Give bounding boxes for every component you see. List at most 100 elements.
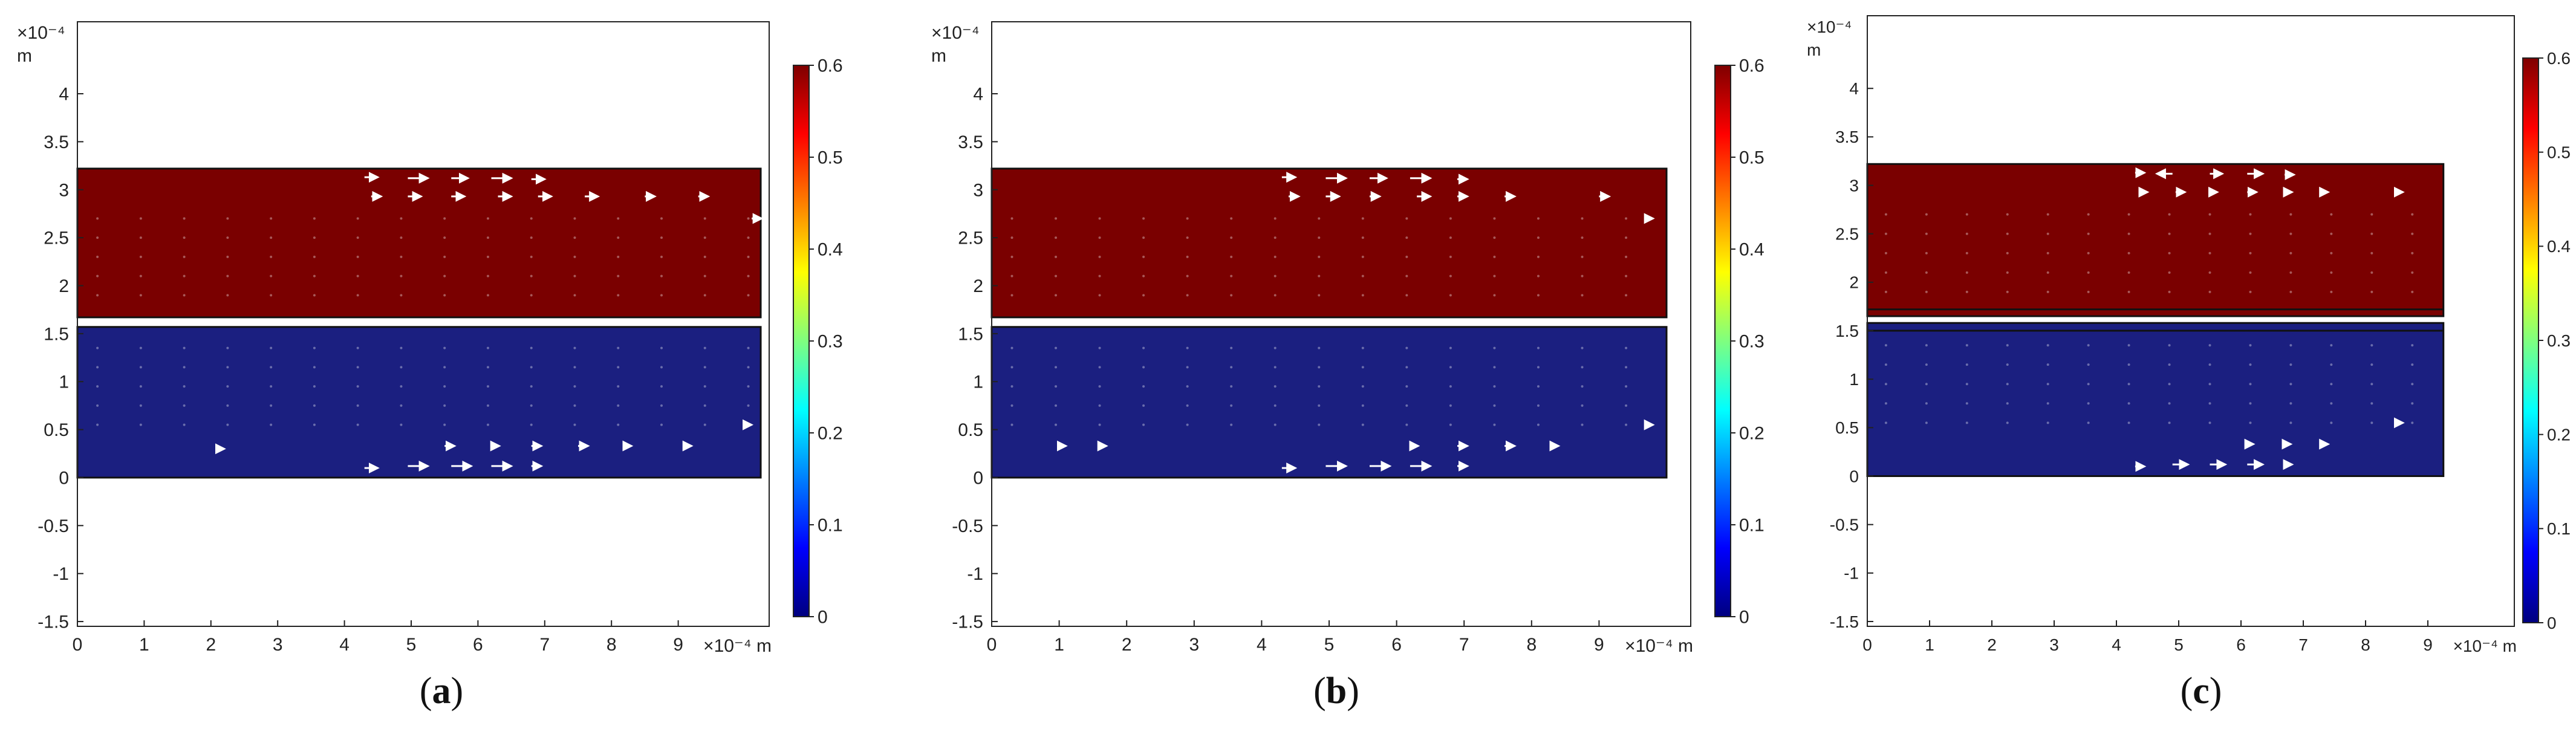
field-dot (443, 346, 446, 349)
field-dot (1230, 255, 1233, 258)
field-dot (1884, 363, 1887, 366)
field-dot (313, 255, 316, 258)
field-dot (1010, 294, 1013, 297)
region-lower (990, 326, 1668, 479)
y-tick-label: -1 (1844, 564, 1859, 583)
field-dot (1098, 274, 1101, 278)
field-dot (400, 255, 403, 258)
field-dot (2330, 363, 2333, 366)
y-unit-label-top: ×10⁻⁴ (17, 23, 65, 43)
colorbar-tick-label: 0.6 (2547, 49, 2571, 68)
field-dot (1925, 421, 1928, 424)
field-dot (1493, 236, 1496, 239)
field-dot (356, 404, 359, 407)
field-dot (703, 423, 706, 426)
field-dot (1625, 274, 1628, 278)
field-dot (2208, 290, 2211, 293)
field-dot (2411, 252, 2414, 255)
x-tick-label: 4 (2112, 635, 2121, 654)
field-dot (1965, 232, 1968, 235)
x-tick-label: 3 (2049, 635, 2059, 654)
field-dot (1965, 344, 1968, 347)
field-dot (573, 346, 576, 349)
y-tick-label: -0.5 (1830, 515, 1859, 534)
field-dot (183, 404, 186, 407)
field-dot (660, 423, 663, 426)
field-dot (2127, 213, 2130, 216)
field-dot (2330, 213, 2333, 216)
field-dot (1186, 274, 1189, 278)
field-dot (2370, 232, 2373, 235)
x-tick-label: 1 (139, 635, 149, 655)
field-dot (747, 236, 750, 239)
field-dot (139, 274, 142, 278)
field-dot (2370, 421, 2373, 424)
field-dot (660, 385, 663, 388)
field-dot (1925, 271, 1928, 274)
field-dot (1318, 236, 1321, 239)
field-dot (1965, 421, 1968, 424)
y-tick-label: -0.5 (37, 516, 69, 536)
field-dot (1581, 423, 1584, 426)
field-dot (2168, 290, 2171, 293)
field-dot (2006, 213, 2009, 216)
field-dot (1186, 366, 1189, 369)
field-dot (270, 404, 273, 407)
field-dot (2208, 383, 2211, 386)
y-tick-label: 0.5 (44, 420, 69, 440)
colorbar-tick-label: 0.2 (1739, 424, 1764, 444)
field-dot (486, 255, 489, 258)
colorbar-tick-label: 0.6 (818, 56, 843, 76)
y-tick-label: 0 (1849, 467, 1859, 485)
field-dot (270, 366, 273, 369)
y-tick-label: 4 (1849, 79, 1859, 98)
field-dot (1273, 423, 1277, 426)
field-dot (1449, 346, 1452, 349)
field-dot (1142, 423, 1145, 426)
field-dot (2046, 363, 2049, 366)
x-tick-label: 9 (1594, 635, 1604, 655)
field-dot (1884, 421, 1887, 424)
region-upper (1866, 163, 2445, 317)
x-tick-label: 1 (1054, 635, 1064, 655)
field-dot (2370, 271, 2373, 274)
field-dot (1449, 423, 1452, 426)
field-dot (1537, 385, 1540, 388)
field-dot (1405, 385, 1408, 388)
field-dot (2289, 252, 2292, 255)
field-dot (2046, 421, 2049, 424)
field-dot (1230, 423, 1233, 426)
field-dot (96, 366, 99, 369)
field-dot (139, 346, 142, 349)
colorbar-tick-label: 0.4 (1739, 240, 1764, 260)
field-dot (183, 385, 186, 388)
field-dot (1493, 217, 1496, 220)
field-dot (313, 366, 316, 369)
field-dot (486, 385, 489, 388)
field-dot (96, 236, 99, 239)
field-dot (139, 423, 142, 426)
field-dot (1361, 255, 1364, 258)
field-dot (356, 294, 359, 297)
field-dot (573, 217, 576, 220)
field-dot (747, 404, 750, 407)
field-dot (1625, 366, 1628, 369)
field-dot (2370, 363, 2373, 366)
field-dot (1581, 217, 1584, 220)
field-dot (183, 423, 186, 426)
field-dot (1449, 236, 1452, 239)
field-dot (1625, 255, 1628, 258)
field-dot (2370, 383, 2373, 386)
field-dot (1055, 255, 1058, 258)
x-tick-label: 9 (2423, 635, 2433, 654)
field-dot (139, 217, 142, 220)
field-dot (1098, 294, 1101, 297)
x-unit-label: ×10⁻⁴ m (703, 636, 772, 656)
field-dot (139, 294, 142, 297)
field-dot (1142, 274, 1145, 278)
field-dot (1537, 294, 1540, 297)
colorbar-tick-label: 0 (2547, 614, 2557, 632)
field-dot (1273, 294, 1277, 297)
field-dot (1098, 423, 1101, 426)
x-tick-label: 1 (1925, 635, 1934, 654)
